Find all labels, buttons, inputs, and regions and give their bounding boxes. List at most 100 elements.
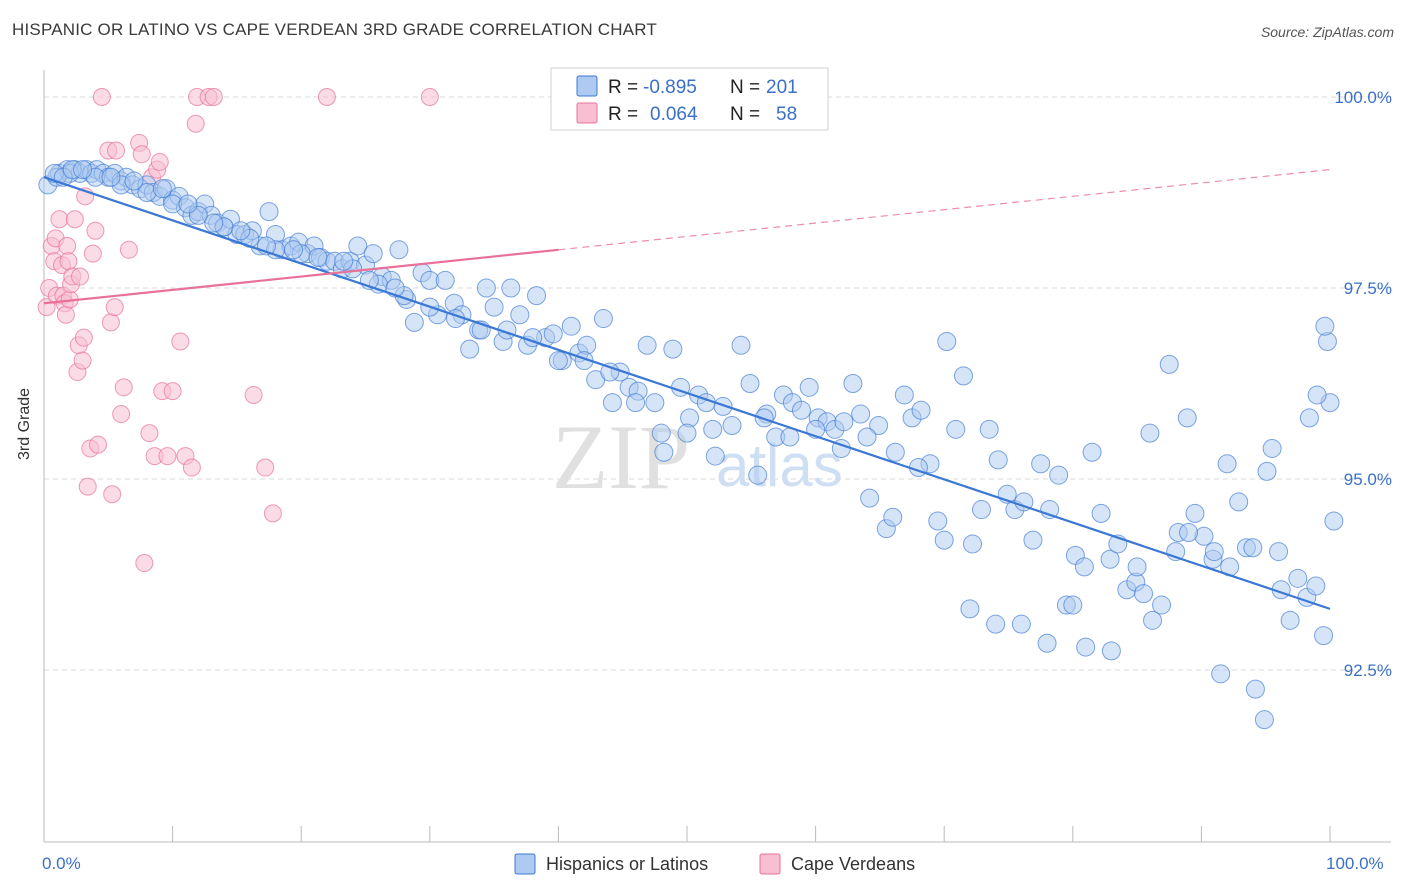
data-point-hispanics bbox=[1306, 576, 1326, 596]
data-point-cape-verdeans bbox=[101, 313, 120, 332]
data-point-cape-verdeans bbox=[256, 458, 275, 477]
data-point-cape-verdeans bbox=[58, 236, 77, 255]
data-point-hispanics bbox=[1280, 610, 1300, 630]
data-point-hispanics bbox=[986, 614, 1006, 634]
data-point-hispanics bbox=[460, 339, 480, 359]
data-point-cape-verdeans bbox=[103, 485, 122, 504]
legend-bottom-label-blue: Hispanics or Latinos bbox=[546, 854, 708, 874]
data-point-hispanics bbox=[1037, 633, 1057, 653]
data-point-cape-verdeans bbox=[135, 554, 154, 573]
data-point-hispanics bbox=[626, 393, 646, 413]
data-point-cape-verdeans bbox=[50, 210, 69, 229]
data-point-hispanics bbox=[953, 366, 973, 386]
data-point-hispanics bbox=[1014, 492, 1034, 512]
data-point-hispanics bbox=[946, 419, 966, 439]
data-point-hispanics bbox=[435, 270, 455, 290]
data-point-hispanics bbox=[476, 278, 496, 298]
data-point-hispanics bbox=[501, 278, 521, 298]
axes bbox=[43, 70, 1391, 843]
data-point-cape-verdeans bbox=[244, 385, 263, 404]
data-point-hispanics bbox=[705, 446, 725, 466]
trendline-cape-verdeans-dashed bbox=[558, 168, 1331, 251]
data-point-cape-verdeans bbox=[158, 447, 177, 466]
data-point-hispanics bbox=[722, 416, 742, 436]
data-point-cape-verdeans bbox=[92, 88, 111, 106]
x-tick-label-min: 0.0% bbox=[42, 854, 81, 873]
data-point-cape-verdeans bbox=[73, 351, 92, 370]
data-point-hispanics bbox=[527, 286, 547, 306]
data-point-hispanics bbox=[731, 335, 751, 355]
data-point-hispanics bbox=[178, 194, 198, 214]
data-point-hispanics bbox=[851, 404, 871, 424]
data-point-cape-verdeans bbox=[182, 458, 201, 477]
data-point-hispanics bbox=[363, 244, 383, 264]
legend-n-label-pink: N = bbox=[730, 104, 760, 125]
data-point-hispanics bbox=[231, 221, 251, 241]
data-point-hispanics bbox=[869, 416, 889, 436]
data-point-hispanics bbox=[204, 213, 224, 233]
data-point-hispanics bbox=[843, 374, 863, 393]
data-point-hispanics bbox=[857, 427, 877, 447]
data-point-hispanics bbox=[911, 400, 931, 420]
series-cape-verdeans bbox=[37, 88, 439, 573]
data-point-hispanics bbox=[971, 500, 991, 520]
data-point-hispanics bbox=[1299, 408, 1319, 428]
legend-bottom: Hispanics or Latinos Cape Verdeans bbox=[514, 853, 915, 875]
trendline-cape-verdeans-solid bbox=[43, 248, 559, 305]
data-point-hispanics bbox=[1254, 710, 1274, 730]
data-point-hispanics bbox=[389, 240, 409, 260]
y-tick-label: 92.5% bbox=[1344, 661, 1392, 680]
data-point-hispanics bbox=[1245, 679, 1265, 699]
data-point-hispanics bbox=[561, 316, 581, 336]
data-point-hispanics bbox=[308, 247, 328, 267]
data-point-hispanics bbox=[1082, 442, 1102, 462]
data-point-hispanics bbox=[510, 305, 530, 325]
data-point-cape-verdeans bbox=[71, 267, 90, 286]
data-point-hispanics bbox=[152, 179, 172, 199]
data-point-cape-verdeans bbox=[89, 435, 108, 454]
data-point-hispanics bbox=[1177, 408, 1197, 428]
data-point-hispanics bbox=[1134, 584, 1154, 604]
data-point-hispanics bbox=[937, 331, 957, 351]
source-label: Source: ZipAtlas.com bbox=[1260, 24, 1394, 40]
data-point-hispanics bbox=[637, 335, 657, 355]
data-point-hispanics bbox=[1101, 641, 1121, 661]
data-point-hispanics bbox=[101, 167, 121, 187]
data-point-hispanics bbox=[602, 393, 622, 413]
data-point-hispanics bbox=[1143, 610, 1163, 630]
data-point-hispanics bbox=[791, 400, 811, 420]
data-point-hispanics bbox=[1307, 385, 1327, 405]
data-point-cape-verdeans bbox=[107, 141, 126, 160]
legend-n-value-blue: 201 bbox=[766, 77, 798, 98]
data-point-hispanics bbox=[654, 442, 674, 462]
data-point-hispanics bbox=[663, 339, 683, 359]
data-point-hispanics bbox=[1179, 522, 1199, 542]
data-point-hispanics bbox=[548, 351, 568, 371]
x-tick-label-max: 100.0% bbox=[1326, 854, 1384, 873]
legend-r-value-blue: -0.895 bbox=[643, 77, 697, 98]
data-point-hispanics bbox=[334, 251, 354, 271]
data-point-hispanics bbox=[1217, 454, 1237, 474]
data-point-cape-verdeans bbox=[78, 477, 97, 496]
gridlines bbox=[44, 96, 1391, 671]
legend-r-label-pink: R = bbox=[608, 104, 638, 125]
legend-r-value-pink: 0.064 bbox=[650, 104, 698, 125]
data-point-hispanics bbox=[124, 171, 144, 191]
data-point-cape-verdeans bbox=[56, 305, 75, 324]
data-point-hispanics bbox=[1152, 595, 1172, 615]
data-point-hispanics bbox=[1076, 637, 1096, 657]
data-point-hispanics bbox=[979, 419, 999, 439]
data-point-hispanics bbox=[484, 297, 504, 317]
data-point-hispanics bbox=[988, 450, 1008, 470]
data-point-hispanics bbox=[593, 309, 613, 329]
data-point-hispanics bbox=[883, 507, 903, 527]
data-point-cape-verdeans bbox=[163, 382, 182, 401]
data-point-hispanics bbox=[1262, 438, 1282, 458]
y-tick-label: 97.5% bbox=[1344, 279, 1392, 298]
data-point-hispanics bbox=[1100, 549, 1120, 569]
data-point-hispanics bbox=[404, 312, 424, 332]
x-ticks bbox=[43, 826, 1331, 842]
legend-swatch-blue bbox=[576, 75, 598, 97]
data-point-hispanics bbox=[1091, 503, 1111, 523]
series-hispanics-or-latinos bbox=[38, 160, 1344, 730]
